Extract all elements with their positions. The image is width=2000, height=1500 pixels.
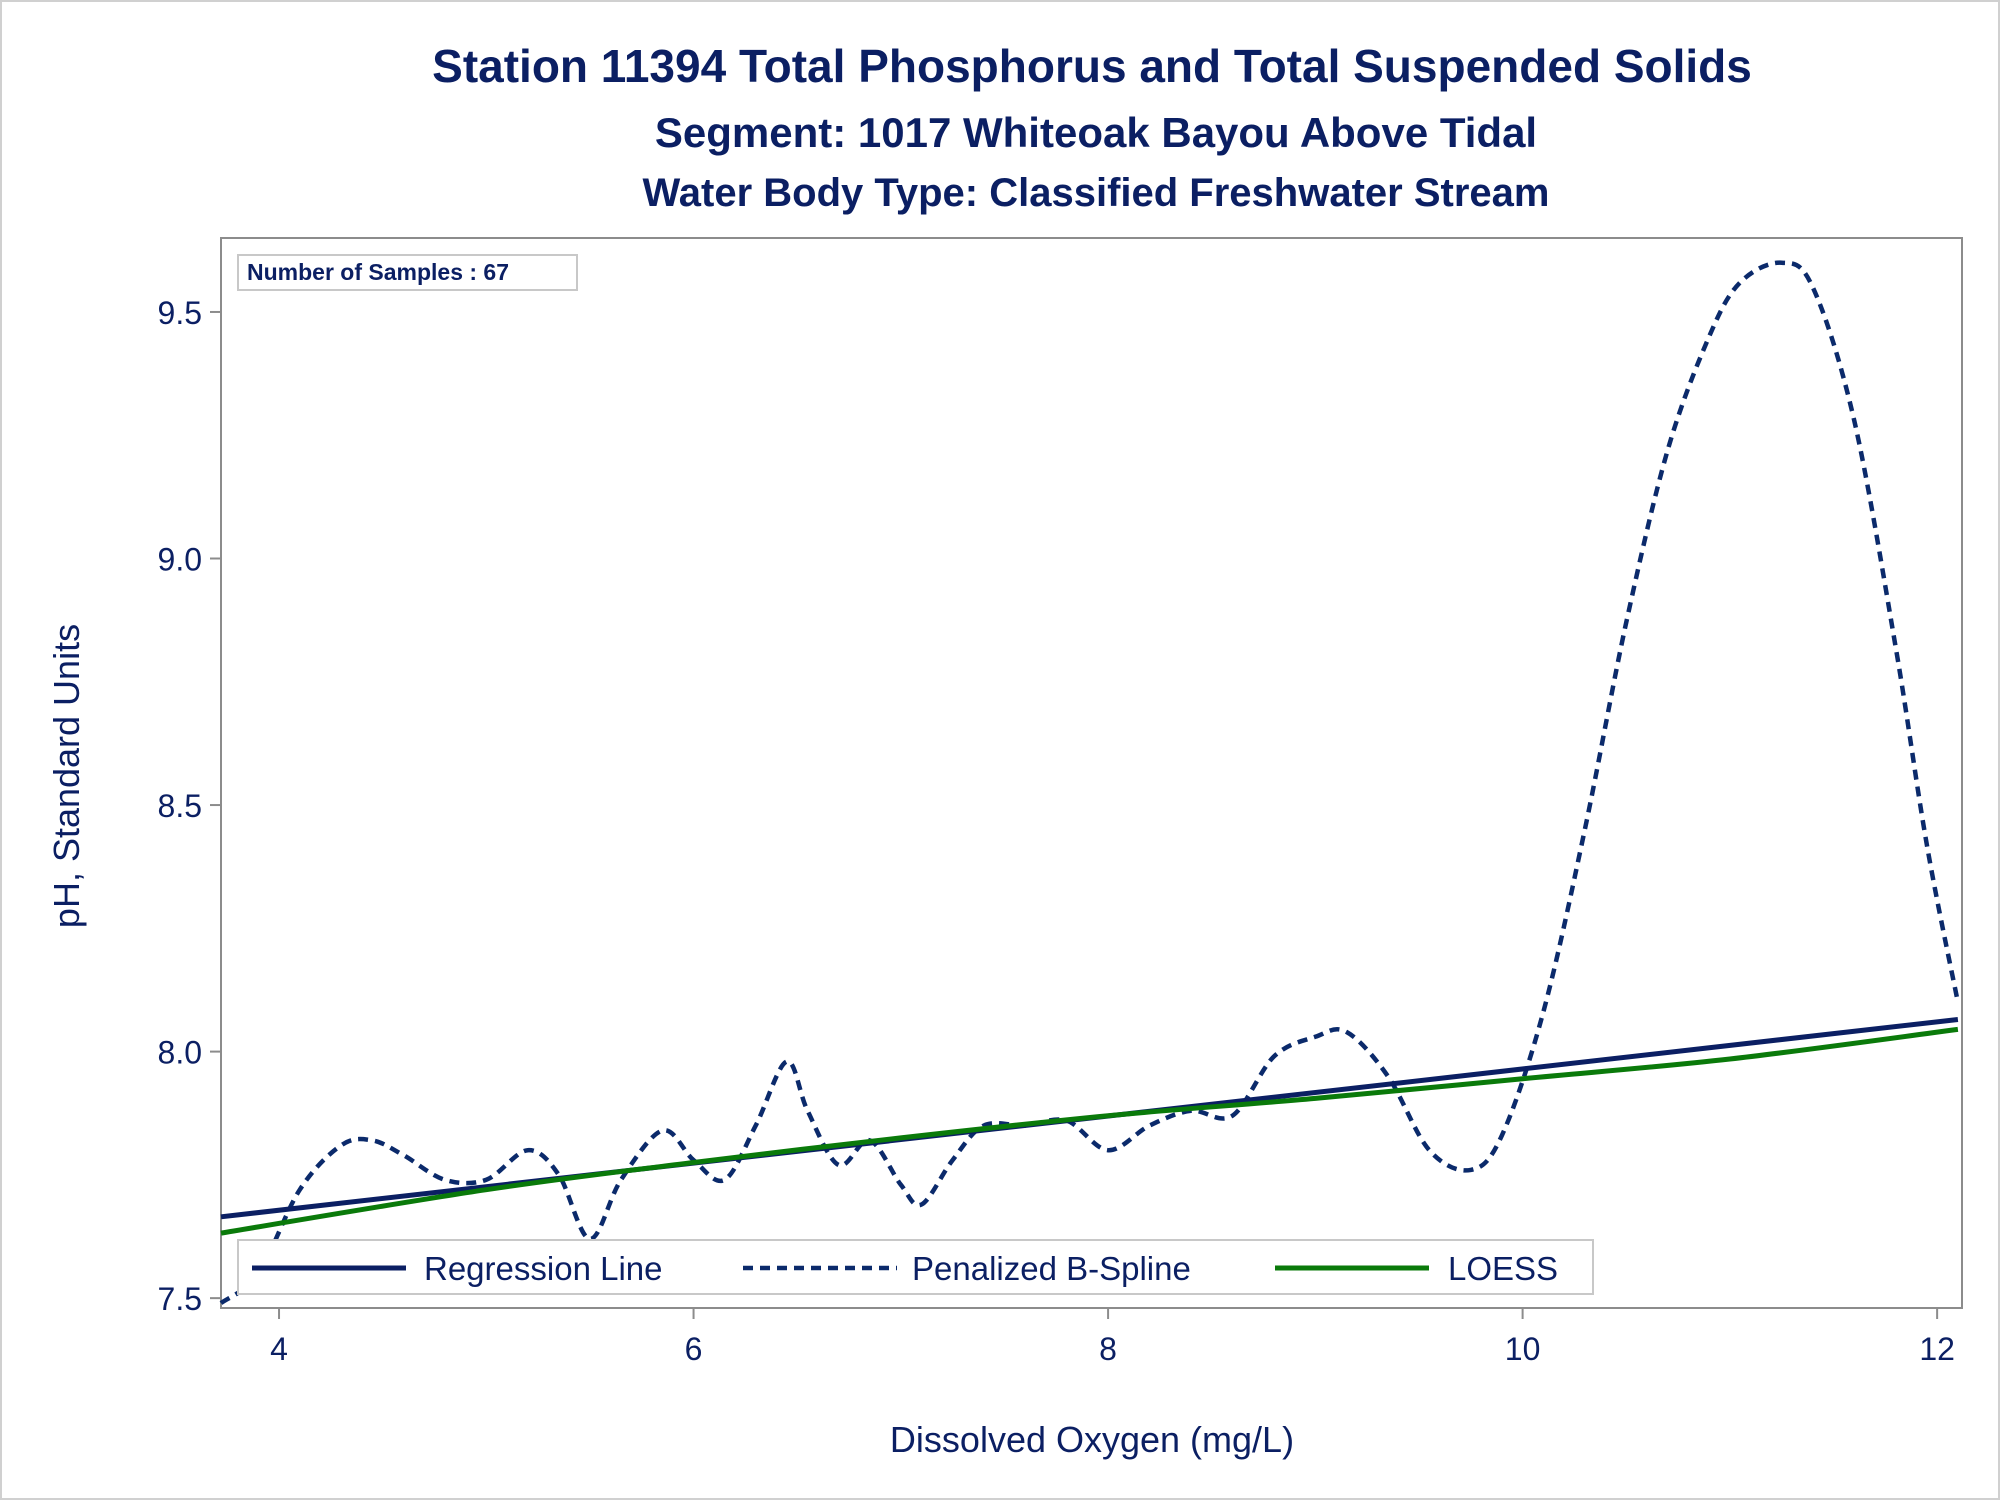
series-layer — [219, 260, 1961, 1305]
sample-count-text: Number of Samples : 67 — [247, 259, 509, 285]
y-tick-label: 8.5 — [158, 788, 202, 824]
chart-subtitle-2: Water Body Type: Classified Freshwater S… — [643, 171, 1550, 215]
x-tick-label: 12 — [1919, 1331, 1955, 1367]
y-axis: 7.5 8.0 8.5 9.0 9.5 — [158, 295, 221, 1317]
y-tick-label: 8.0 — [158, 1035, 202, 1071]
sample-count-frame — [237, 254, 578, 291]
y-tick-label: 7.5 — [158, 1281, 202, 1317]
x-tick-label: 10 — [1505, 1331, 1541, 1367]
y-tick-label: 9.0 — [158, 542, 202, 578]
legend-label-loess: LOESS — [1448, 1250, 1558, 1287]
chart-subtitle: Segment: 1017 Whiteoak Bayou Above Tidal — [655, 109, 1537, 156]
x-tick-label: 4 — [270, 1331, 288, 1367]
x-tick-label: 8 — [1099, 1331, 1117, 1367]
x-axis: 4 6 8 10 12 — [270, 1308, 1955, 1367]
x-axis-label: Dissolved Oxygen (mg/L) — [890, 1419, 1294, 1460]
series-line-loess — [220, 1026, 1959, 1236]
x-tick-label: 6 — [685, 1331, 703, 1367]
chart-title: Station 11394 Total Phosphorus and Total… — [432, 40, 1752, 92]
legend-label-penalized-b-spline: Penalized B-Spline — [912, 1250, 1191, 1287]
legend-label-regression-line: Regression Line — [424, 1250, 662, 1287]
sample-count-box: Number of Samples : 67 — [237, 254, 578, 291]
plot-area — [220, 237, 1963, 1309]
series-line-penalized-b-spline — [219, 260, 1961, 1305]
y-tick-label: 9.5 — [158, 295, 202, 331]
legend: Regression Line Penalized B-Spline LOESS — [237, 1239, 1594, 1295]
y-axis-label: pH, Standard Units — [46, 624, 87, 928]
